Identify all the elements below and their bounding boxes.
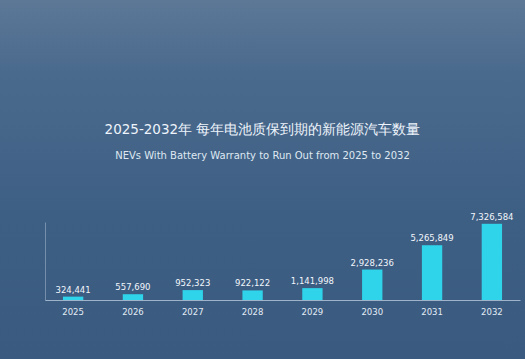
x-tick-label: 2031 bbox=[421, 307, 443, 317]
y-axis-line bbox=[45, 223, 46, 301]
bar bbox=[123, 294, 143, 300]
bar bbox=[242, 290, 262, 300]
data-label: 2,928,236 bbox=[351, 258, 394, 268]
x-tick-label: 2028 bbox=[242, 307, 264, 317]
bar bbox=[183, 290, 203, 300]
bar bbox=[362, 270, 382, 300]
x-tick: 2029 bbox=[302, 300, 324, 317]
y-axis bbox=[45, 223, 46, 301]
x-tick: 2026 bbox=[122, 300, 144, 317]
chart: 2025-2032年 每年电池质保到期的新能源汽车数量 NEVs With Bat… bbox=[0, 0, 525, 359]
x-tick: 2030 bbox=[361, 300, 383, 317]
data-label: 7,326,584 bbox=[470, 212, 513, 222]
data-label: 1,141,998 bbox=[291, 276, 334, 286]
x-tick: 2027 bbox=[182, 300, 204, 317]
bars bbox=[63, 224, 502, 300]
bar bbox=[63, 297, 83, 300]
data-label: 922,122 bbox=[235, 278, 270, 288]
x-tick: 2032 bbox=[481, 300, 503, 317]
x-tick-label: 2025 bbox=[62, 307, 84, 317]
x-tick: 2025 bbox=[62, 300, 84, 317]
data-label: 324,441 bbox=[56, 285, 91, 295]
x-tick-label: 2027 bbox=[182, 307, 204, 317]
x-axis-line bbox=[46, 300, 521, 301]
x-tick-label: 2026 bbox=[122, 307, 144, 317]
data-labels: 324,441 557,690 952,323 922,122 1,141,998 2,9… bbox=[56, 212, 514, 295]
bar bbox=[302, 288, 322, 300]
x-axis: 2025 2026 2027 2028 2029 2030 2031 2032 bbox=[46, 300, 521, 317]
title: 2025-2032年 每年电池质保到期的新能源汽车数量 bbox=[105, 121, 421, 137]
data-label: 5,265,849 bbox=[410, 233, 453, 243]
data-label: 557,690 bbox=[115, 282, 150, 292]
x-tick: 2028 bbox=[242, 300, 264, 317]
x-tick-label: 2029 bbox=[302, 307, 324, 317]
data-label: 952,323 bbox=[175, 278, 210, 288]
bar bbox=[482, 224, 502, 300]
x-tick-label: 2032 bbox=[481, 307, 503, 317]
subtitle: NEVs With Battery Warranty to Run Out fr… bbox=[115, 150, 410, 161]
bar bbox=[422, 245, 442, 300]
x-tick: 2031 bbox=[421, 300, 443, 317]
x-tick-label: 2030 bbox=[361, 307, 383, 317]
